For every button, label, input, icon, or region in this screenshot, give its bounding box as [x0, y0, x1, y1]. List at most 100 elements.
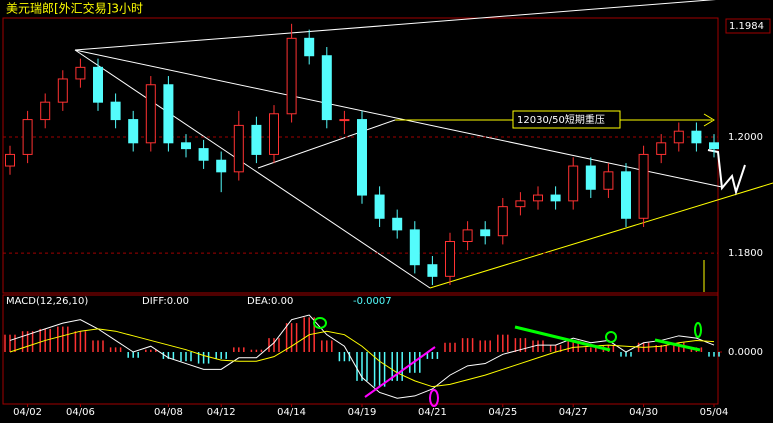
hand-drawn-mark [514, 325, 611, 352]
candle-body [181, 142, 191, 150]
candle-body [145, 84, 156, 144]
hand-drawn-mark [694, 322, 702, 338]
x-tick-label: 04/25 [488, 407, 517, 418]
macd-bar-group [708, 352, 720, 357]
candle-body [656, 142, 667, 155]
macd-bar-group [57, 326, 69, 352]
candle-body [40, 101, 51, 121]
diff-readout: DIFF:0.00 [142, 296, 189, 307]
macd-bar-group [479, 340, 491, 352]
candle-body [638, 153, 649, 219]
macd-bar-group [4, 334, 16, 352]
candle-body [110, 101, 121, 121]
macd-bar-group [197, 352, 210, 364]
x-tick-label: 05/04 [700, 407, 729, 418]
candle-body [286, 37, 297, 115]
y-tick-label: 0.0000 [728, 347, 763, 358]
candle-body [251, 124, 262, 155]
hand-drawn-mark [605, 331, 617, 343]
candle-body [357, 119, 367, 196]
candle-body [621, 171, 631, 219]
trendline [74, 49, 723, 188]
trendline [257, 119, 396, 169]
candle-body [427, 264, 438, 277]
current-price: 1.1984 [729, 21, 764, 32]
projection [707, 149, 746, 196]
macd-bar-group [426, 352, 439, 359]
dea-readout: DEA:0.00 [247, 296, 293, 307]
macd-bar-group [127, 352, 139, 358]
price-box [725, 18, 771, 34]
candle-body [198, 148, 209, 161]
macd-bar-group [74, 331, 87, 352]
candle-body [462, 229, 473, 242]
candle-body [216, 159, 227, 173]
candle-body [374, 194, 385, 219]
candle-body [75, 66, 86, 80]
candle-body [533, 194, 543, 202]
candle-body [22, 119, 33, 155]
candle-body [550, 194, 561, 202]
macd-bar-group [620, 352, 632, 357]
macd-bar-group [391, 352, 403, 381]
macd-bar-group [268, 338, 280, 352]
x-tick-label: 04/21 [418, 407, 447, 418]
x-tick-label: 04/12 [207, 407, 236, 418]
macd-bar-group [338, 352, 351, 362]
x-tick-label: 04/02 [13, 407, 42, 418]
macd-bar-group [497, 334, 509, 352]
candle-body [339, 119, 350, 122]
macd-bar-group [145, 349, 157, 352]
macd-bar-group [109, 347, 122, 352]
candle-body [233, 124, 244, 173]
hand-drawn-mark [313, 317, 327, 329]
candle-body [585, 165, 596, 190]
trendline [429, 182, 773, 289]
candle-body [128, 119, 139, 144]
candle-body [304, 37, 315, 57]
hand-drawn-mark [429, 389, 439, 407]
candle-body [392, 217, 403, 231]
arrow-head [703, 113, 715, 127]
hand-drawn-mark [654, 338, 701, 352]
macd-bar-group [180, 352, 192, 362]
candle-body [603, 171, 614, 190]
hand-drawn-mark [364, 346, 436, 398]
macd-bar-group [585, 347, 597, 352]
candle-body [497, 206, 508, 237]
macd-bar-group [215, 352, 227, 359]
candle-body [568, 165, 579, 202]
macd-bar-group [92, 340, 104, 352]
macd-annotations [313, 317, 702, 407]
macd-bar-group [373, 352, 386, 387]
chart-title: 美元瑞郎[外汇交易]3小时 [6, 1, 143, 16]
macd-bar-group [233, 347, 245, 352]
macd-readout: -0.0007 [353, 296, 392, 307]
y-tick-label: 1.2000 [728, 132, 763, 143]
candle-body [5, 153, 15, 167]
x-tick-label: 04/08 [154, 407, 183, 418]
macd-bar-group [444, 342, 456, 352]
macd-title: MACD(12,26,10) [6, 296, 88, 307]
x-tick-label: 04/14 [277, 407, 306, 418]
candle-body [673, 130, 684, 144]
macd-bar-group [250, 349, 263, 352]
macd-line [9, 314, 715, 399]
x-tick-label: 04/06 [66, 407, 95, 418]
y-tick-label: 1.1800 [728, 248, 763, 259]
candle-body [691, 130, 702, 144]
candle-body [269, 113, 279, 155]
candle-body [93, 66, 103, 103]
candle-body [321, 55, 332, 121]
candle-body [163, 84, 174, 144]
x-tick-label: 04/19 [348, 407, 377, 418]
candle-body [409, 229, 420, 266]
x-tick-label: 04/30 [629, 407, 658, 418]
trendline [74, 49, 431, 289]
annotation: 12030/50短期重压 [517, 113, 605, 126]
macd-bar-group [285, 323, 298, 352]
annotation-box [512, 110, 621, 129]
x-tick-label: 04/27 [559, 407, 588, 418]
